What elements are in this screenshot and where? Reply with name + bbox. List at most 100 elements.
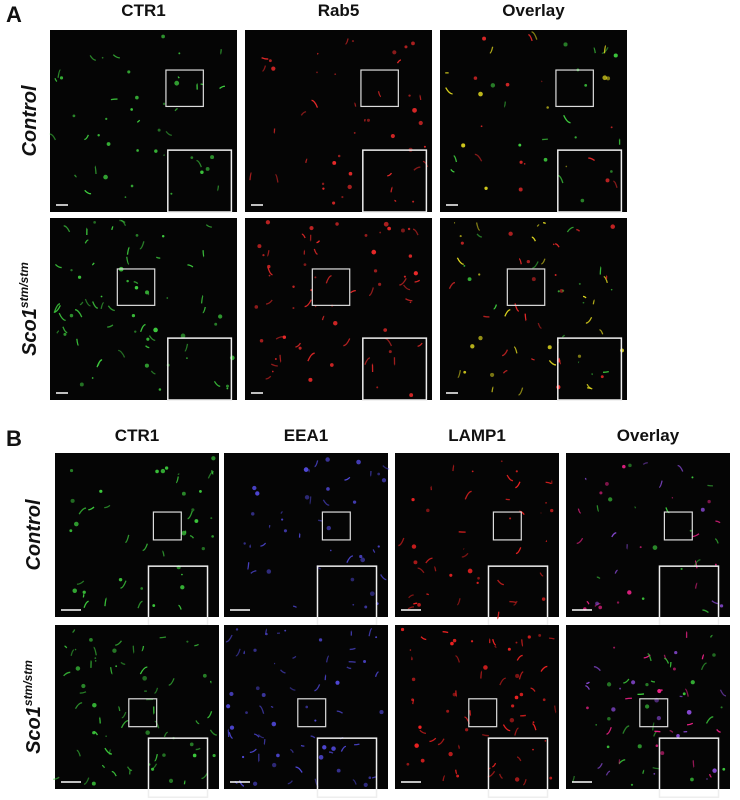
signal-stroke xyxy=(328,751,334,754)
signal-stroke xyxy=(155,256,161,259)
signal-dot xyxy=(304,495,310,500)
signal-stroke xyxy=(325,655,330,663)
signal-dot xyxy=(400,627,405,632)
signal-dot xyxy=(100,295,103,298)
signal-stroke xyxy=(84,134,89,141)
signal-dot xyxy=(515,470,518,473)
signal-stroke xyxy=(84,298,91,307)
signal-dot xyxy=(126,279,129,283)
signal-dot xyxy=(490,83,496,88)
signal-stroke xyxy=(101,764,106,769)
signal-stroke xyxy=(398,537,405,547)
signal-stroke xyxy=(70,649,75,656)
signal-dot xyxy=(181,573,183,576)
signal-dot xyxy=(674,650,678,655)
signal-stroke xyxy=(200,294,204,304)
signal-dot xyxy=(547,345,552,350)
signal-dot xyxy=(532,721,535,724)
signal-stroke xyxy=(120,580,127,589)
signal-stroke xyxy=(213,381,221,387)
signal-stroke xyxy=(677,464,684,472)
signal-stroke xyxy=(83,600,89,608)
signal-stroke xyxy=(295,766,303,773)
signal-dot xyxy=(411,41,415,46)
signal-dot xyxy=(255,686,260,691)
signal-stroke xyxy=(104,504,111,509)
inset-zoom xyxy=(362,337,428,401)
signal-stroke xyxy=(705,716,714,724)
signal-dot xyxy=(682,692,686,696)
signal-stroke xyxy=(394,199,397,202)
signal-stroke xyxy=(76,338,79,347)
signal-dot xyxy=(508,231,513,236)
signal-stroke xyxy=(442,775,446,782)
signal-dot xyxy=(152,604,156,607)
signal-stroke xyxy=(280,511,283,514)
signal-dot xyxy=(192,753,197,758)
signal-stroke xyxy=(501,349,509,357)
signal-dot xyxy=(118,577,123,582)
signal-stroke xyxy=(209,680,212,684)
signal-stroke xyxy=(140,323,146,333)
column-header: LAMP1 xyxy=(448,426,506,445)
column-header: Overlay xyxy=(502,1,565,20)
signal-stroke xyxy=(265,375,272,380)
signal-dot xyxy=(381,478,387,483)
signal-stroke xyxy=(178,604,182,610)
signal-dot xyxy=(134,285,139,290)
signal-dot xyxy=(359,554,363,559)
signal-stroke xyxy=(625,697,632,700)
signal-stroke xyxy=(205,224,212,228)
signal-stroke xyxy=(417,342,423,347)
signal-stroke xyxy=(716,729,721,733)
inset-zoom xyxy=(557,337,623,401)
signal-stroke xyxy=(518,258,522,265)
signal-dot xyxy=(622,464,626,469)
signal-stroke xyxy=(521,639,524,647)
signal-stroke xyxy=(137,600,143,609)
signal-dot xyxy=(680,567,683,571)
signal-stroke xyxy=(642,462,648,465)
signal-stroke xyxy=(585,685,590,690)
signal-stroke xyxy=(348,661,356,663)
signal-dot xyxy=(360,557,366,563)
signal-dot xyxy=(201,546,205,551)
signal-stroke xyxy=(94,165,97,175)
signal-stroke xyxy=(658,480,663,489)
inset-box xyxy=(311,268,351,306)
signal-dot xyxy=(657,688,662,694)
signal-dot xyxy=(562,289,565,292)
signal-dot xyxy=(483,665,488,670)
signal-dot xyxy=(199,489,202,493)
signal-stroke xyxy=(316,240,321,244)
signal-dot xyxy=(214,322,218,326)
signal-stroke xyxy=(585,316,593,324)
signal-stroke xyxy=(195,720,200,725)
signal-dot xyxy=(515,673,520,678)
signal-stroke xyxy=(364,357,371,365)
signal-stroke xyxy=(321,315,325,321)
signal-dot xyxy=(408,94,411,97)
signal xyxy=(571,631,727,786)
signal-dot xyxy=(456,774,460,778)
signal-stroke xyxy=(57,69,61,78)
signal-stroke xyxy=(309,496,312,505)
inset-box xyxy=(165,69,204,108)
signal-dot xyxy=(314,276,317,279)
signal-stroke xyxy=(474,153,483,162)
signal-stroke xyxy=(177,473,180,476)
signal-stroke xyxy=(78,507,87,515)
signal-dot xyxy=(387,226,391,231)
signal-dot xyxy=(473,76,478,80)
signal-dot xyxy=(722,767,726,771)
signal-dot xyxy=(515,641,518,644)
signal-stroke xyxy=(515,547,522,555)
signal-stroke xyxy=(142,543,148,552)
signal-dot xyxy=(142,675,147,681)
signal-stroke xyxy=(187,264,194,268)
signal-dot xyxy=(101,56,104,59)
signal-dot xyxy=(157,128,161,132)
signal-stroke xyxy=(420,636,427,641)
signal-dot xyxy=(613,646,616,649)
signal-stroke xyxy=(289,687,296,691)
